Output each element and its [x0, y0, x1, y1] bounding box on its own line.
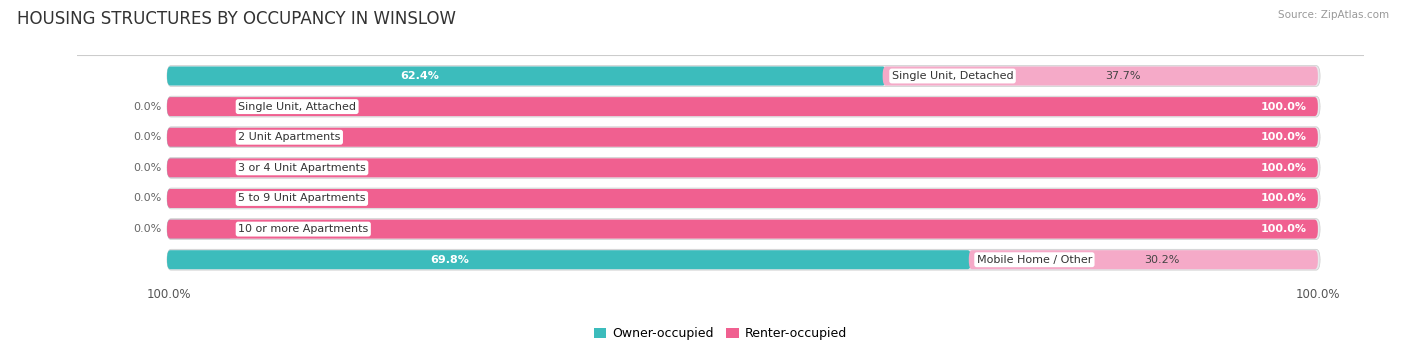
Legend: Owner-occupied, Renter-occupied: Owner-occupied, Renter-occupied [589, 322, 852, 341]
FancyBboxPatch shape [167, 65, 1320, 86]
FancyBboxPatch shape [167, 128, 1317, 147]
Text: 30.2%: 30.2% [1144, 255, 1180, 265]
Text: Source: ZipAtlas.com: Source: ZipAtlas.com [1278, 10, 1389, 20]
Text: Single Unit, Detached: Single Unit, Detached [891, 71, 1014, 81]
FancyBboxPatch shape [167, 220, 232, 239]
Text: 100.0%: 100.0% [1260, 132, 1306, 142]
FancyBboxPatch shape [167, 158, 1317, 177]
FancyBboxPatch shape [167, 249, 1320, 270]
Text: 0.0%: 0.0% [134, 163, 162, 173]
FancyBboxPatch shape [167, 97, 1317, 116]
Text: 100.0%: 100.0% [1260, 224, 1306, 234]
Text: 0.0%: 0.0% [134, 193, 162, 204]
Text: HOUSING STRUCTURES BY OCCUPANCY IN WINSLOW: HOUSING STRUCTURES BY OCCUPANCY IN WINSL… [17, 10, 456, 28]
FancyBboxPatch shape [167, 220, 1317, 239]
FancyBboxPatch shape [167, 128, 232, 147]
Text: 3 or 4 Unit Apartments: 3 or 4 Unit Apartments [238, 163, 366, 173]
FancyBboxPatch shape [167, 127, 1320, 148]
Text: 100.0%: 100.0% [1260, 193, 1306, 204]
FancyBboxPatch shape [167, 189, 1317, 208]
Text: 5 to 9 Unit Apartments: 5 to 9 Unit Apartments [238, 193, 366, 204]
Text: 10 or more Apartments: 10 or more Apartments [238, 224, 368, 234]
FancyBboxPatch shape [167, 219, 1320, 239]
Text: 100.0%: 100.0% [1260, 163, 1306, 173]
Text: 69.8%: 69.8% [430, 255, 470, 265]
Text: 62.4%: 62.4% [401, 71, 440, 81]
FancyBboxPatch shape [167, 158, 1320, 178]
FancyBboxPatch shape [167, 96, 1320, 117]
Text: 0.0%: 0.0% [134, 224, 162, 234]
FancyBboxPatch shape [167, 250, 972, 269]
FancyBboxPatch shape [883, 66, 1317, 86]
FancyBboxPatch shape [167, 188, 1320, 209]
Text: Single Unit, Attached: Single Unit, Attached [238, 102, 356, 112]
FancyBboxPatch shape [167, 189, 232, 208]
Text: 0.0%: 0.0% [134, 132, 162, 142]
Text: 37.7%: 37.7% [1105, 71, 1140, 81]
Text: 0.0%: 0.0% [134, 102, 162, 112]
FancyBboxPatch shape [167, 66, 886, 86]
FancyBboxPatch shape [167, 97, 232, 116]
Text: 2 Unit Apartments: 2 Unit Apartments [238, 132, 340, 142]
Text: Mobile Home / Other: Mobile Home / Other [977, 255, 1092, 265]
FancyBboxPatch shape [167, 158, 232, 177]
FancyBboxPatch shape [969, 250, 1317, 269]
Text: 100.0%: 100.0% [1260, 102, 1306, 112]
